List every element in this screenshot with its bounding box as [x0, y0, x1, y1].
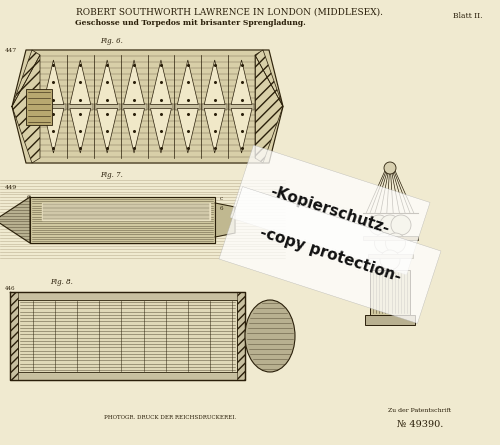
Text: Fig. 8.: Fig. 8.	[50, 278, 73, 286]
Text: 447: 447	[5, 48, 17, 53]
Polygon shape	[68, 104, 93, 109]
Polygon shape	[178, 60, 198, 105]
Text: 449: 449	[5, 185, 17, 190]
Polygon shape	[176, 104, 200, 109]
Polygon shape	[370, 270, 410, 315]
Polygon shape	[150, 109, 172, 153]
Polygon shape	[231, 60, 252, 105]
Circle shape	[369, 215, 389, 235]
Polygon shape	[0, 197, 30, 243]
Polygon shape	[41, 104, 66, 109]
Polygon shape	[10, 292, 245, 380]
Polygon shape	[97, 109, 117, 153]
Polygon shape	[97, 60, 117, 105]
Polygon shape	[215, 203, 235, 237]
Text: № 49390.: № 49390.	[397, 420, 443, 429]
Polygon shape	[362, 236, 418, 240]
Polygon shape	[231, 109, 252, 153]
Polygon shape	[43, 109, 64, 153]
Text: ROBERT SOUTHWORTH LAWRENCE IN LONDON (MIDDLESEX).: ROBERT SOUTHWORTH LAWRENCE IN LONDON (MI…	[76, 8, 384, 17]
Text: -Kopierschutz-: -Kopierschutz-	[268, 184, 392, 236]
Circle shape	[380, 250, 400, 270]
Polygon shape	[124, 109, 144, 153]
Polygon shape	[368, 254, 412, 258]
Text: -copy protection-: -copy protection-	[258, 225, 402, 285]
Text: Fig. 7.: Fig. 7.	[100, 171, 123, 179]
Circle shape	[391, 215, 411, 235]
Polygon shape	[229, 104, 254, 109]
Text: Blatt II.: Blatt II.	[453, 12, 483, 20]
Text: Geschosse und Torpedos mit brisanter Sprengladung.: Geschosse und Torpedos mit brisanter Spr…	[74, 19, 306, 27]
Text: PHOTOGR. DRUCK DER REICHSDRUCKEREI.: PHOTOGR. DRUCK DER REICHSDRUCKEREI.	[104, 415, 236, 420]
Circle shape	[384, 162, 396, 174]
Polygon shape	[18, 300, 237, 372]
Polygon shape	[12, 50, 283, 163]
Polygon shape	[95, 104, 120, 109]
Text: c: c	[220, 196, 223, 201]
Circle shape	[386, 233, 406, 253]
Polygon shape	[70, 60, 91, 105]
Polygon shape	[124, 60, 144, 105]
Text: 6: 6	[220, 206, 224, 211]
Polygon shape	[42, 203, 210, 220]
Polygon shape	[365, 315, 415, 325]
Polygon shape	[204, 60, 225, 105]
Polygon shape	[202, 104, 227, 109]
Text: Zu der Patentschrift: Zu der Patentschrift	[388, 408, 452, 413]
Circle shape	[380, 215, 400, 235]
Polygon shape	[122, 104, 146, 109]
Polygon shape	[178, 109, 198, 153]
Polygon shape	[70, 109, 91, 153]
Polygon shape	[43, 60, 64, 105]
Polygon shape	[148, 104, 174, 109]
Circle shape	[374, 233, 394, 253]
Polygon shape	[204, 109, 225, 153]
Polygon shape	[150, 60, 172, 105]
Polygon shape	[26, 89, 52, 125]
Text: 446: 446	[5, 286, 15, 291]
Text: 6: 6	[27, 195, 31, 200]
Text: Fig. 6.: Fig. 6.	[100, 37, 123, 45]
Ellipse shape	[245, 300, 295, 372]
Polygon shape	[30, 197, 215, 243]
